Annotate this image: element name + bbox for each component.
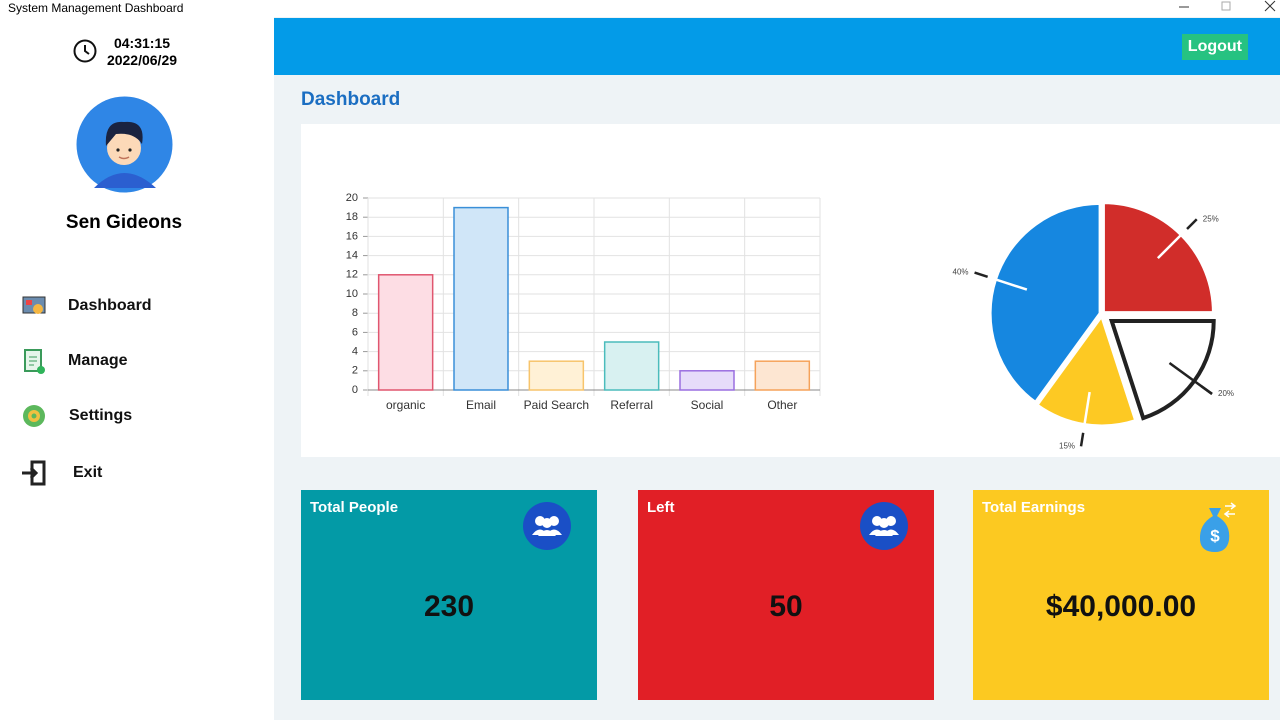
bar xyxy=(603,341,660,391)
logout-button[interactable]: Logout xyxy=(1181,34,1248,60)
y-tick-label: 8 xyxy=(352,307,358,319)
x-tick-label: Email xyxy=(466,398,496,412)
y-tick-label: 12 xyxy=(346,269,358,281)
nav-manage[interactable]: Manage xyxy=(20,347,128,375)
clock-icon xyxy=(73,39,97,63)
bar xyxy=(679,370,735,391)
y-tick-label: 0 xyxy=(352,384,358,396)
y-tick-label: 6 xyxy=(352,326,358,338)
nav-icon xyxy=(22,460,46,486)
nav-icon xyxy=(24,349,45,374)
top-bar: Logout xyxy=(274,18,1280,75)
y-tick-label: 2 xyxy=(352,365,358,377)
nav-label[interactable]: Exit xyxy=(73,464,103,481)
card-title: Left xyxy=(647,499,675,516)
leader-line-outer xyxy=(974,271,989,279)
card: Left 50 xyxy=(638,490,934,700)
x-tick-label: Other xyxy=(767,398,797,412)
card: Total Earnings $ $40,000.00 xyxy=(973,490,1269,700)
card-title: Total Earnings xyxy=(982,499,1086,516)
avatar xyxy=(76,96,173,193)
nav-label[interactable]: Settings xyxy=(69,407,133,424)
clock-time: 04:31:15 xyxy=(113,35,171,51)
maximize[interactable] xyxy=(1221,1,1231,11)
nav-dashboard[interactable]: Dashboard xyxy=(20,293,152,319)
leader-line-outer xyxy=(1079,432,1085,447)
card: Total People 230 xyxy=(301,490,597,700)
bar xyxy=(377,274,434,391)
nav-icon xyxy=(23,405,45,427)
svg-text:$: $ xyxy=(1210,526,1220,545)
close[interactable] xyxy=(1264,0,1276,12)
bar xyxy=(754,360,811,391)
x-tick-label: organic xyxy=(386,398,425,412)
nav-icon xyxy=(22,296,46,314)
pie-label: 15% xyxy=(1059,441,1075,450)
y-tick-label: 10 xyxy=(346,288,358,300)
sidebar: 04:31:15 2022/06/29 Sen Gideons Dashboar… xyxy=(0,17,274,720)
charts: 0 2 4 6 8 10 12 14 16 18 20 organic Email Paid Search… xyxy=(346,192,1234,451)
main-area: Logout Dashboard 0 2 4 6 8 10 12 14 16 18 20 organi… xyxy=(274,17,1280,720)
card-value: 50 xyxy=(769,590,803,623)
y-tick-label: 16 xyxy=(346,230,358,242)
pie-label: 25% xyxy=(1203,214,1219,223)
y-tick-label: 18 xyxy=(346,211,358,223)
x-tick-label: Referral xyxy=(610,398,653,412)
pie-label: 40% xyxy=(953,268,969,277)
nav-settings[interactable]: Settings xyxy=(20,403,132,429)
bar xyxy=(528,360,585,391)
window-controls[interactable] xyxy=(1170,0,1280,17)
leader-line-outer xyxy=(1200,385,1213,395)
card-value: $40,000.00 xyxy=(1045,590,1197,623)
y-tick-label: 4 xyxy=(352,346,358,358)
clock-date: 2022/06/29 xyxy=(106,52,178,68)
card-icon: $ xyxy=(1199,502,1237,552)
y-tick-label: 14 xyxy=(346,250,358,262)
card-icon xyxy=(523,502,571,550)
window-title: System Management Dashboard xyxy=(8,1,184,15)
title-bar: System Management Dashboard xyxy=(0,0,1280,17)
chart-panel: 0 2 4 6 8 10 12 14 16 18 20 organic Email Paid Search… xyxy=(301,124,1280,457)
x-tick-label: Social xyxy=(691,398,724,412)
nav-exit[interactable]: Exit xyxy=(20,460,102,486)
x-tick-label: Paid Search xyxy=(524,398,589,412)
card-value: 230 xyxy=(423,590,475,623)
card-icon xyxy=(860,502,908,550)
pie-label: 20% xyxy=(1218,389,1234,398)
nav-label[interactable]: Dashboard xyxy=(68,297,152,314)
bar xyxy=(453,206,509,391)
y-tick-label: 20 xyxy=(346,192,358,204)
user-name: Sen Gideons xyxy=(65,212,183,233)
card-title: Total People xyxy=(310,499,399,516)
leader-line-outer xyxy=(1186,218,1198,230)
page-title: Dashboard xyxy=(301,89,401,110)
nav-label[interactable]: Manage xyxy=(68,352,128,369)
